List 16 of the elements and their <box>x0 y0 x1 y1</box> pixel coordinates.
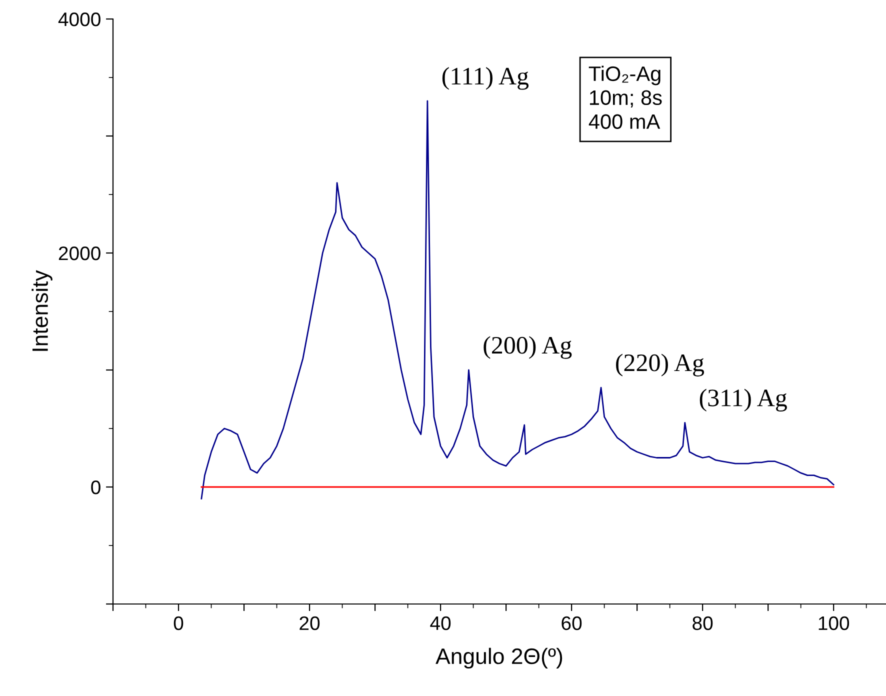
annotation: (311) Ag <box>700 388 787 412</box>
x-tick-label: 20 <box>300 616 320 630</box>
y-axis-title: Intensity <box>32 270 52 351</box>
x-tick-label: 80 <box>692 616 713 630</box>
annotation: (111) Ag <box>442 67 529 90</box>
y-tick-label: 4000 <box>58 12 100 26</box>
annotation: (200) Ag <box>484 336 572 359</box>
y-tick-label: 2000 <box>58 246 100 260</box>
annotation: (220) Ag <box>616 354 704 376</box>
x-tick-label: 40 <box>430 616 451 630</box>
x-tick-label: 100 <box>818 616 850 630</box>
y-tick-label: 0 <box>91 480 100 494</box>
x-tick-label: 0 <box>174 616 184 630</box>
annotation: TiO₂-Ag 10m; 8s 400 mA <box>588 66 662 129</box>
x-tick-label: 60 <box>562 616 582 630</box>
x-axis-title: Angulo 2Θ(º) <box>436 648 562 669</box>
